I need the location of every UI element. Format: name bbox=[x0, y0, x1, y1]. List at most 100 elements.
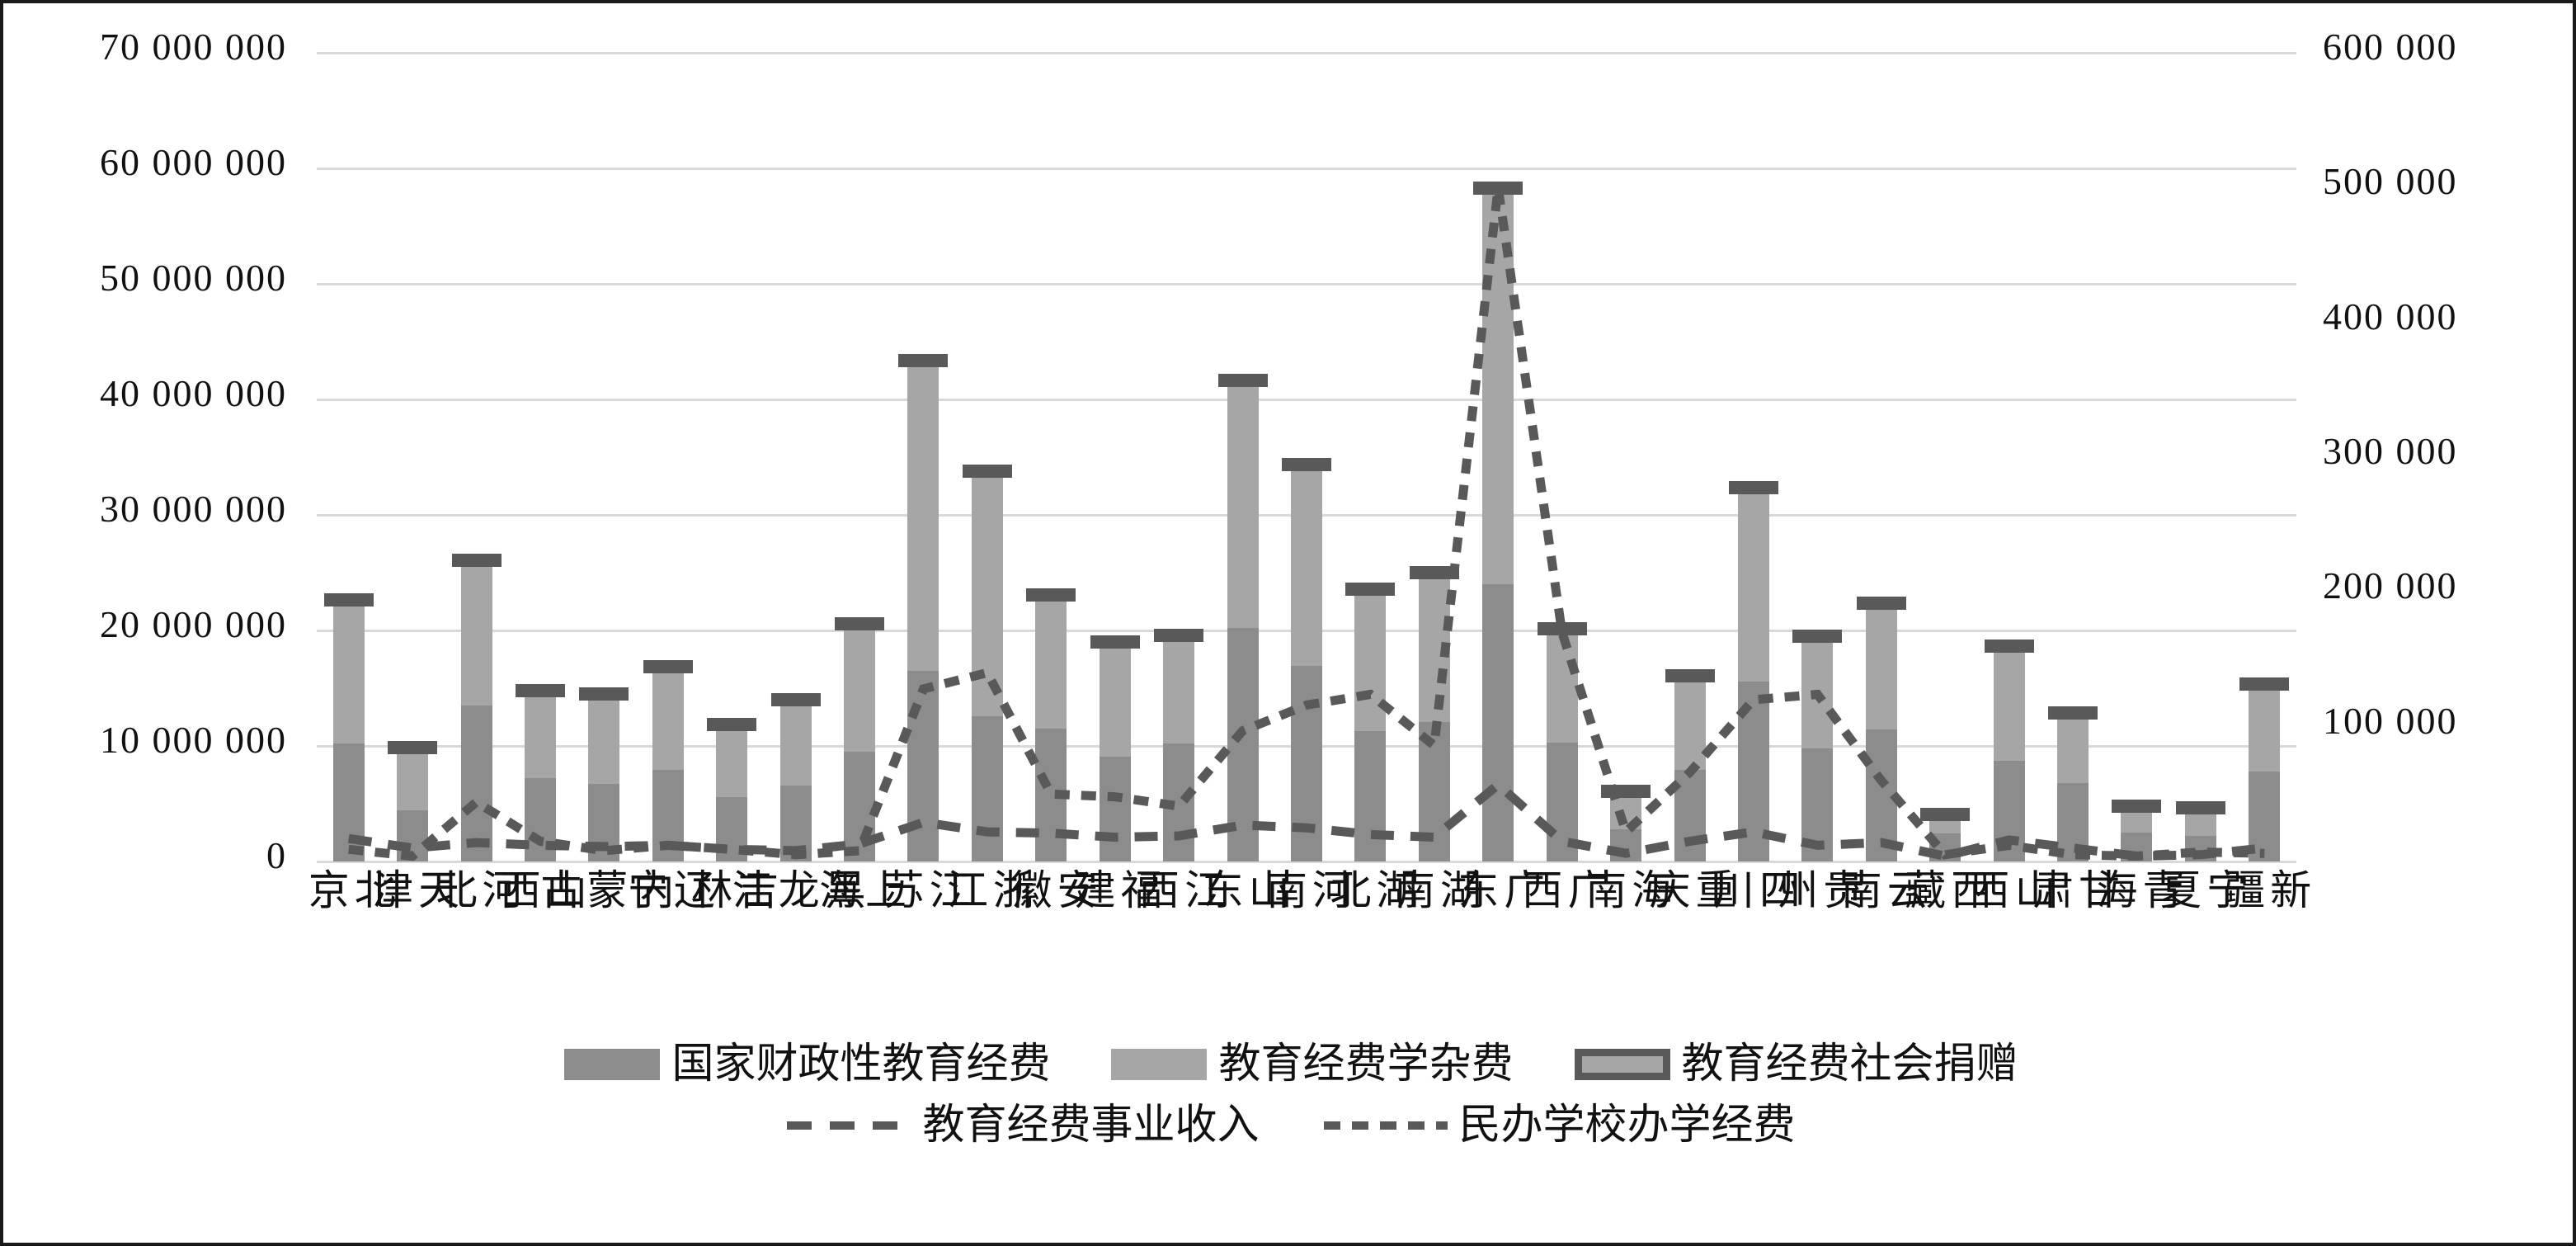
category-label: 青海 bbox=[2089, 868, 2184, 909]
legend-row-1: 国家财政性教育经费 教育经费学杂费 教育经费社会捐赠 bbox=[3, 1040, 2573, 1088]
category-label: 贵州 bbox=[1770, 868, 1865, 909]
category-label: 安徽 bbox=[1004, 868, 1099, 909]
gridline bbox=[317, 398, 2296, 401]
bar-segment-tuition bbox=[1227, 386, 1259, 629]
stacked-bar[interactable] bbox=[579, 687, 629, 861]
line-short-dash-icon bbox=[1323, 1121, 1448, 1130]
stacked-bar[interactable] bbox=[1345, 583, 1396, 861]
bar-segment-donation bbox=[1665, 669, 1715, 682]
bar-segment-tuition bbox=[1546, 635, 1578, 743]
bar-segment-donation bbox=[1090, 635, 1140, 649]
bar-segment-tuition bbox=[1290, 470, 1322, 667]
bar-segment-tuition bbox=[460, 567, 492, 706]
bar-slot bbox=[1083, 53, 1147, 861]
right-axis-tick-label: 400 000 bbox=[2323, 295, 2458, 337]
bar-segment-tuition bbox=[332, 606, 365, 744]
right-axis-tick-label: 200 000 bbox=[2323, 564, 2458, 607]
bar-segment-tuition bbox=[779, 706, 812, 786]
bar-segment-donation bbox=[2175, 800, 2225, 814]
category-label: 山西 bbox=[1961, 868, 2056, 909]
stacked-bar[interactable] bbox=[1026, 588, 1076, 861]
legend-item[interactable]: 教育经费社会捐赠 bbox=[1574, 1041, 2018, 1088]
left-axis-tick-label: 10 000 000 bbox=[100, 719, 287, 761]
bar-segment-donation bbox=[643, 659, 693, 673]
stacked-bar[interactable] bbox=[1473, 182, 1523, 861]
bar-segment-tuition bbox=[1674, 682, 1706, 771]
legend-item[interactable]: 民办学校办学经费 bbox=[1323, 1101, 1796, 1149]
bar-segment-donation bbox=[2048, 706, 2098, 720]
gridline bbox=[317, 51, 2296, 54]
bar-slot bbox=[1786, 53, 1849, 861]
swatch-light-gray-icon bbox=[1111, 1049, 1208, 1080]
legend-item[interactable]: 教育经费事业收入 bbox=[787, 1101, 1260, 1149]
category-label: 四川 bbox=[1706, 868, 1801, 909]
bar-segment-tuition bbox=[2121, 813, 2153, 833]
stacked-bar[interactable] bbox=[1537, 621, 1587, 861]
bar-segment-state bbox=[460, 706, 492, 861]
line-series[interactable] bbox=[349, 187, 2265, 856]
bar-segment-donation bbox=[1473, 182, 1523, 196]
bar-segment-donation bbox=[1026, 588, 1076, 602]
bar-slot bbox=[1339, 53, 1402, 861]
stacked-bar[interactable] bbox=[835, 617, 885, 861]
stacked-bar[interactable] bbox=[2239, 677, 2290, 861]
bar-segment-donation bbox=[579, 687, 629, 701]
bar-segment-donation bbox=[1920, 808, 1971, 821]
bar-segment-tuition bbox=[1865, 609, 1897, 730]
category-label: 浙江 bbox=[940, 868, 1034, 909]
bar-segment-donation bbox=[1537, 621, 1587, 635]
bar-segment-tuition bbox=[907, 366, 940, 671]
chart-legend: 国家财政性教育经费 教育经费学杂费 教育经费社会捐赠 教育经费事业收入 民办学校办学经… bbox=[3, 1040, 2573, 1149]
category-label: 江西 bbox=[1132, 868, 1227, 909]
legend-label: 教育经费事业收入 bbox=[922, 1101, 1260, 1149]
legend-label: 国家财政性教育经费 bbox=[671, 1040, 1051, 1088]
category-label: 辽宁 bbox=[620, 868, 715, 909]
bar-slot bbox=[827, 53, 891, 861]
bar-segment-donation bbox=[1217, 373, 1268, 387]
stacked-bar[interactable] bbox=[451, 554, 502, 861]
line-series-group bbox=[317, 53, 2296, 861]
category-label: 湖南 bbox=[1387, 868, 1481, 909]
left-axis-tick-label: 0 bbox=[266, 834, 287, 876]
stacked-bar[interactable] bbox=[1856, 596, 1906, 861]
category-label: 江苏 bbox=[876, 868, 971, 909]
category-label: 西藏 bbox=[1898, 868, 1993, 909]
legend-label: 教育经费学杂费 bbox=[1218, 1040, 1514, 1088]
bar-slot bbox=[1849, 53, 1913, 861]
legend-label: 民办学校办学经费 bbox=[1458, 1101, 1796, 1149]
bar-segment-tuition bbox=[2184, 814, 2216, 837]
category-label: 河北 bbox=[429, 868, 524, 909]
category-label: 黑龙江 bbox=[725, 868, 866, 909]
bar-segment-tuition bbox=[524, 697, 556, 779]
category-label: 广东 bbox=[1451, 868, 1546, 909]
right-axis-tick-label: 600 000 bbox=[2323, 26, 2458, 68]
gridline bbox=[317, 167, 2296, 170]
bar-segment-state bbox=[1354, 730, 1387, 861]
bar-segment-tuition bbox=[716, 730, 748, 797]
stacked-bar[interactable] bbox=[1792, 630, 1843, 861]
right-axis-tick-label: 100 000 bbox=[2323, 699, 2458, 742]
right-value-axis: 100 000 200 000 300 000 400 000 500 000 600 0… bbox=[2313, 28, 2573, 861]
bar-segment-donation bbox=[835, 617, 885, 630]
bar-slot bbox=[1530, 53, 1594, 861]
category-label: 山东 bbox=[1195, 868, 1290, 909]
category-label: 海南 bbox=[1579, 868, 1674, 909]
bar-segment-donation bbox=[1154, 629, 1204, 642]
bar-segment-tuition bbox=[1099, 649, 1131, 757]
bar-segment-donation bbox=[451, 554, 502, 567]
bar-segment-donation bbox=[1792, 630, 1843, 644]
category-label: 北京 bbox=[301, 868, 396, 909]
bar-segment-tuition bbox=[1163, 642, 1195, 744]
bar-segment-state bbox=[1482, 584, 1514, 861]
gridline bbox=[317, 860, 2296, 863]
category-label: 吉林 bbox=[685, 868, 779, 909]
gridline bbox=[317, 282, 2296, 286]
legend-item[interactable]: 教育经费学杂费 bbox=[1111, 1040, 1514, 1088]
bar-segment-tuition bbox=[1737, 493, 1769, 682]
bar-slot bbox=[1467, 53, 1530, 861]
legend-item[interactable]: 国家财政性教育经费 bbox=[564, 1041, 1050, 1088]
category-label: 新疆 bbox=[2217, 868, 2312, 909]
bar-slot bbox=[1020, 53, 1083, 861]
stacked-bar[interactable] bbox=[1090, 635, 1140, 861]
category-label: 甘肃 bbox=[2026, 868, 2121, 909]
